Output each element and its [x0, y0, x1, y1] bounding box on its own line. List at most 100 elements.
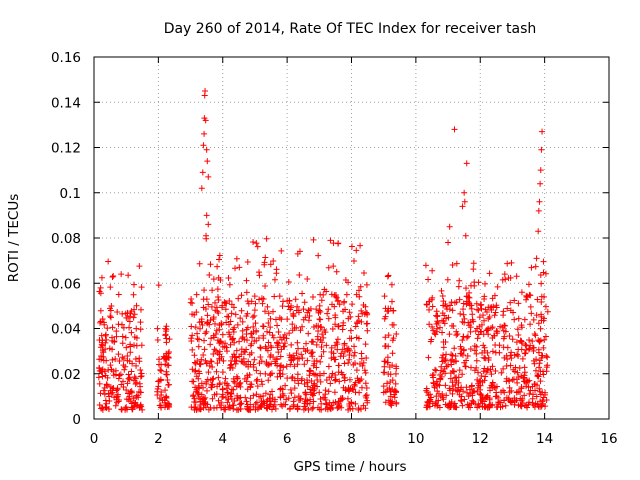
data-point: [192, 399, 199, 406]
data-point: [507, 274, 514, 281]
data-point: [265, 362, 272, 369]
data-point: [263, 235, 270, 242]
data-point: [188, 404, 195, 411]
data-point: [341, 340, 348, 347]
data-point: [203, 146, 210, 153]
data-point: [483, 308, 490, 315]
data-point: [364, 327, 371, 334]
data-point: [329, 325, 336, 332]
data-point: [318, 400, 325, 407]
data-point: [467, 346, 474, 353]
data-point: [332, 377, 339, 384]
data-point: [473, 357, 480, 364]
data-point: [477, 328, 484, 335]
data-point: [320, 348, 327, 355]
data-point: [423, 301, 430, 308]
data-point: [291, 385, 298, 392]
y-tick-label: 0.06: [51, 276, 81, 292]
data-point: [211, 391, 218, 398]
data-point: [508, 349, 515, 356]
data-point: [195, 343, 202, 350]
data-point: [99, 366, 106, 373]
data-point: [358, 355, 365, 362]
data-point: [333, 294, 340, 301]
data-point: [264, 303, 271, 310]
data-point: [278, 346, 285, 353]
data-point: [533, 255, 540, 262]
data-point: [288, 390, 295, 397]
data-point: [311, 390, 318, 397]
data-point: [343, 345, 350, 352]
data-point: [270, 334, 277, 341]
data-point: [479, 379, 486, 386]
data-point: [109, 356, 116, 363]
data-point: [454, 387, 461, 394]
data-point: [247, 384, 254, 391]
data-point: [133, 379, 140, 386]
data-point: [542, 403, 549, 410]
data-point: [194, 335, 201, 342]
data-point: [453, 299, 460, 306]
data-point: [308, 350, 315, 357]
data-point: [119, 333, 126, 340]
data-point: [363, 320, 370, 327]
data-point: [459, 371, 466, 378]
data-point: [101, 384, 108, 391]
data-point: [352, 323, 359, 330]
data-point: [156, 361, 163, 368]
data-point: [519, 355, 526, 362]
data-point: [518, 383, 525, 390]
data-point: [363, 392, 370, 399]
data-point: [130, 314, 137, 321]
data-point: [477, 302, 484, 309]
data-point: [215, 296, 222, 303]
data-point: [227, 318, 234, 325]
data-point: [335, 362, 342, 369]
data-point: [210, 350, 217, 357]
data-point: [434, 388, 441, 395]
data-point: [536, 385, 543, 392]
data-point: [507, 352, 514, 359]
data-point: [197, 325, 204, 332]
data-point: [536, 198, 543, 205]
data-point: [310, 398, 317, 405]
data-point: [309, 294, 316, 301]
data-point: [210, 375, 217, 382]
data-point: [525, 384, 532, 391]
data-point: [200, 400, 207, 407]
y-axis-label: ROTI / TECUs: [6, 194, 22, 282]
data-point: [461, 396, 468, 403]
data-point: [462, 363, 469, 370]
x-tick-label: 4: [218, 431, 227, 447]
data-point: [440, 344, 447, 351]
data-point: [346, 309, 353, 316]
data-point: [507, 299, 514, 306]
data-point: [518, 338, 525, 345]
data-point: [113, 328, 120, 335]
data-point: [482, 373, 489, 380]
data-point: [195, 391, 202, 398]
data-point: [538, 146, 545, 153]
data-point: [345, 359, 352, 366]
data-point: [218, 320, 225, 327]
data-point: [543, 397, 550, 404]
x-tick-labels: 0 2 4 6 8 10 12 14 16: [90, 431, 618, 447]
data-point: [481, 293, 488, 300]
data-point: [443, 363, 450, 370]
data-point: [323, 288, 330, 295]
data-point: [302, 348, 309, 355]
data-point: [393, 331, 400, 338]
data-point: [104, 374, 111, 381]
data-point: [282, 382, 289, 389]
data-point: [515, 352, 522, 359]
data-point: [359, 362, 366, 369]
data-point: [279, 403, 286, 410]
data-point: [353, 334, 360, 341]
scatter-points: [95, 87, 551, 413]
data-point: [313, 364, 320, 371]
data-point: [154, 385, 161, 392]
data-point: [538, 280, 545, 287]
data-point: [256, 393, 263, 400]
data-point: [309, 405, 316, 412]
data-point: [310, 339, 317, 346]
